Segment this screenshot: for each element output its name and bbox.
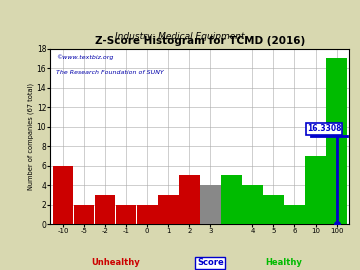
Bar: [242, 185, 263, 224]
Y-axis label: Number of companies (67 total): Number of companies (67 total): [27, 83, 34, 190]
Bar: [74, 205, 94, 224]
Title: Z-Score Histogram for TCMD (2016): Z-Score Histogram for TCMD (2016): [95, 36, 305, 46]
Bar: [179, 175, 199, 224]
Text: Unhealthy: Unhealthy: [91, 258, 140, 267]
Bar: [116, 205, 136, 224]
Text: Score: Score: [197, 258, 224, 267]
Text: 16.3308: 16.3308: [307, 124, 341, 133]
Bar: [200, 185, 221, 224]
Text: ©www.textbiz.org: ©www.textbiz.org: [57, 54, 114, 59]
Text: Healthy: Healthy: [266, 258, 302, 267]
Bar: [137, 205, 158, 224]
Bar: [263, 195, 284, 224]
Bar: [221, 175, 242, 224]
Bar: [326, 58, 347, 224]
Bar: [305, 156, 326, 224]
Bar: [95, 195, 116, 224]
Bar: [53, 166, 73, 224]
Text: Industry: Medical Equipment: Industry: Medical Equipment: [115, 32, 245, 41]
Bar: [284, 205, 305, 224]
Text: The Research Foundation of SUNY: The Research Foundation of SUNY: [57, 70, 164, 75]
Bar: [158, 195, 179, 224]
